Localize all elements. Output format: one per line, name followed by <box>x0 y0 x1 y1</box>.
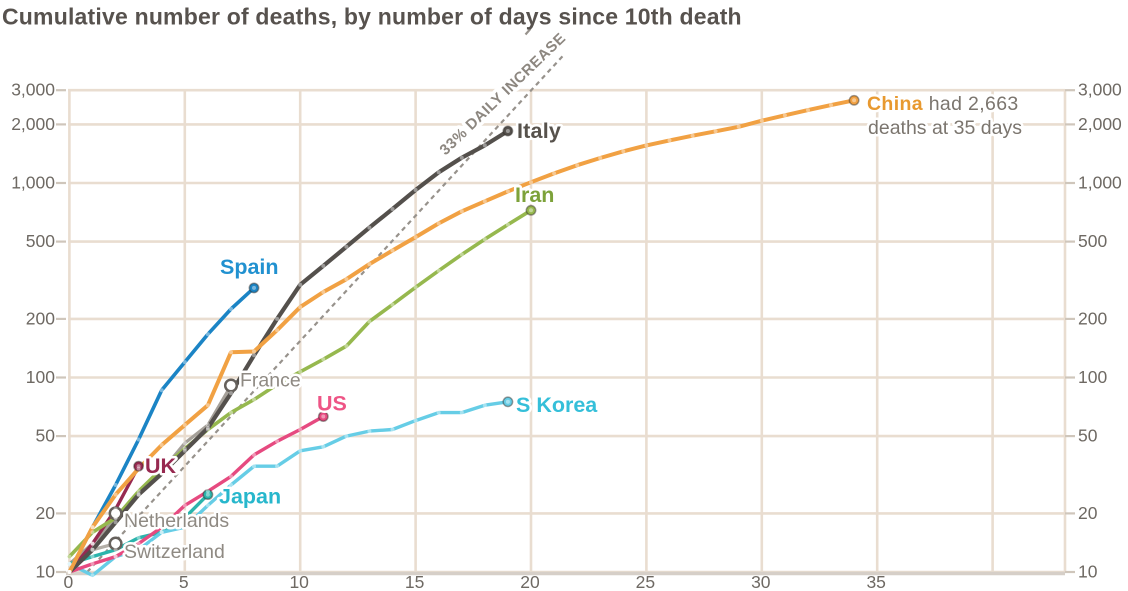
svg-text:1,000: 1,000 <box>1078 173 1122 193</box>
svg-text:100: 100 <box>1078 367 1107 387</box>
svg-text:Cumulative number of deaths, b: Cumulative number of deaths, by number o… <box>2 4 742 30</box>
svg-text:1,000: 1,000 <box>11 173 55 193</box>
svg-text:10: 10 <box>289 572 309 591</box>
svg-text:Spain: Spain <box>220 255 279 279</box>
svg-text:Switzerland: Switzerland <box>124 541 225 563</box>
svg-text:20: 20 <box>520 572 540 591</box>
svg-text:deaths at 35 days: deaths at 35 days <box>868 117 1022 139</box>
svg-text:10: 10 <box>36 562 56 582</box>
svg-text:5: 5 <box>179 572 189 591</box>
svg-text:2,000: 2,000 <box>1078 114 1122 134</box>
svg-text:S Korea: S Korea <box>516 393 598 417</box>
svg-text:Iran: Iran <box>515 183 554 207</box>
svg-text:France: France <box>240 370 301 392</box>
svg-text:Italy: Italy <box>517 119 561 143</box>
svg-text:30: 30 <box>751 572 771 591</box>
svg-text:China had 2,663: China had 2,663 <box>867 93 1019 115</box>
svg-text:50: 50 <box>36 426 56 446</box>
svg-text:100: 100 <box>26 367 55 387</box>
svg-text:2,000: 2,000 <box>11 114 55 134</box>
svg-text:US: US <box>317 392 347 416</box>
svg-text:50: 50 <box>1078 426 1098 446</box>
svg-text:20: 20 <box>36 503 56 523</box>
svg-text:3,000: 3,000 <box>11 80 55 100</box>
svg-text:0: 0 <box>64 572 74 591</box>
svg-text:10: 10 <box>1078 562 1098 582</box>
svg-text:Netherlands: Netherlands <box>124 510 229 532</box>
svg-text:Japan: Japan <box>219 485 281 509</box>
svg-text:500: 500 <box>26 231 55 251</box>
svg-text:35: 35 <box>866 572 885 591</box>
svg-text:15: 15 <box>405 572 424 591</box>
svg-text:25: 25 <box>636 572 655 591</box>
svg-text:UK: UK <box>145 454 177 478</box>
svg-text:200: 200 <box>1078 308 1107 328</box>
svg-text:500: 500 <box>1078 231 1107 251</box>
svg-text:200: 200 <box>26 308 55 328</box>
svg-text:20: 20 <box>1078 503 1098 523</box>
svg-text:3,000: 3,000 <box>1078 80 1122 100</box>
